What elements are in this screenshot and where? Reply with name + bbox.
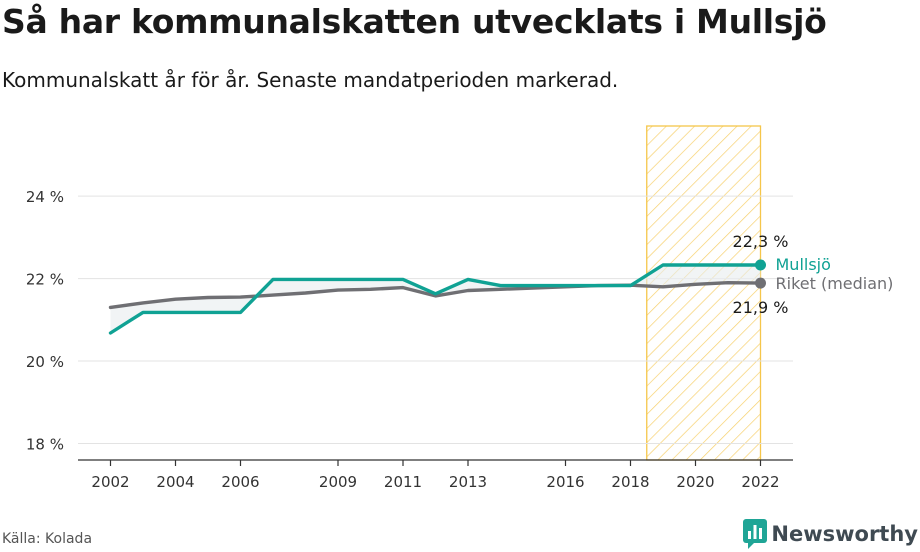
difference-area — [110, 264, 761, 333]
x-tick-label: 2006 — [221, 473, 259, 491]
brand-name: Newsworthy — [771, 522, 918, 546]
y-tick-label: 18 % — [26, 436, 64, 454]
series-line-mullsjö — [108, 263, 763, 335]
series-end-point-mullsjö — [755, 259, 766, 271]
x-tick-label: 2016 — [546, 473, 584, 491]
y-tick-label: 20 % — [26, 353, 64, 371]
series-end-point-riket-median — [755, 277, 766, 289]
x-tick-label: 2002 — [91, 473, 129, 491]
riket-end-value-label: 21,9 % — [733, 298, 789, 317]
chart-subtitle: Kommunalskatt år för år. Senaste mandatp… — [2, 68, 619, 92]
x-tick-label: 2009 — [319, 473, 357, 491]
highlight-period-fill — [646, 126, 761, 460]
legend-label-mullsjo: Mullsjö — [776, 255, 831, 274]
series-line-riket-median — [108, 281, 763, 310]
y-tick-label: 22 % — [26, 271, 64, 289]
x-tick-label: 2022 — [741, 473, 779, 491]
legend-label-riket: Riket (median) — [776, 274, 894, 293]
x-tick-label: 2004 — [156, 473, 194, 491]
x-tick-label: 2013 — [449, 473, 487, 491]
y-tick-label: 24 % — [26, 188, 64, 206]
mullsjo-end-value-label: 22,3 % — [733, 232, 789, 251]
x-tick-label: 2011 — [384, 473, 422, 491]
x-tick-label: 2018 — [611, 473, 649, 491]
newsworthy-logo-icon — [743, 519, 768, 549]
x-tick-label: 2020 — [676, 473, 714, 491]
source-note: Källa: Kolada — [2, 531, 93, 547]
chart-title: Så har kommunalskatten utvecklats i Mull… — [2, 2, 827, 41]
brand: Newsworthy — [743, 519, 918, 549]
